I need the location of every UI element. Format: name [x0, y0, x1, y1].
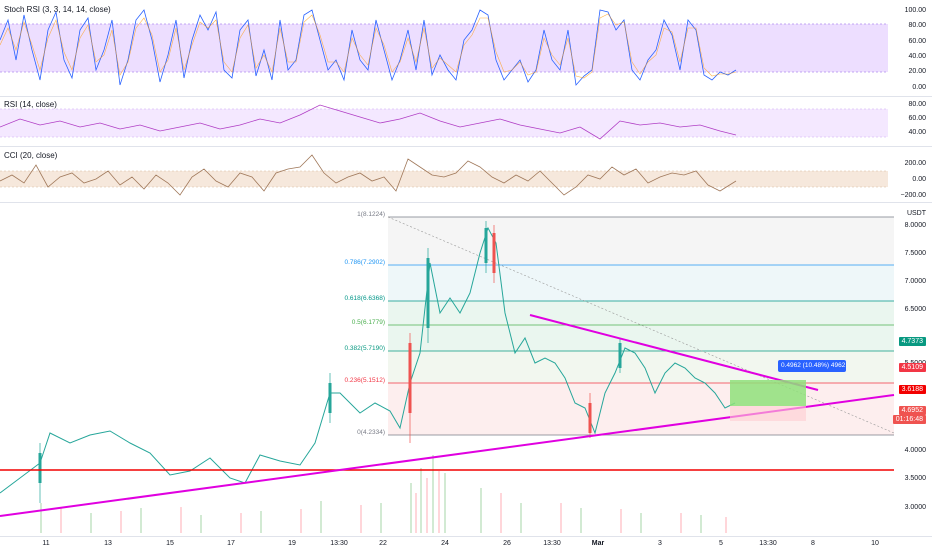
projection-label: 0.4962 (10.48%) 4962 [781, 362, 846, 369]
cci-tick-0: 200.00 [904, 160, 926, 167]
x-tick-17: 17 [227, 540, 235, 547]
price-tick-8: 8.0000 [904, 222, 926, 229]
rsi-label: RSI (14, close) [4, 100, 57, 109]
price-tag-green: 4.7373 [898, 337, 926, 346]
price-tick-35: 3.5000 [904, 475, 926, 482]
price-tick-4: 4.0000 [904, 447, 926, 454]
x-tick-1330c: 13:30 [759, 540, 777, 547]
price-tag-red-1: 4.5109 [898, 363, 926, 372]
currency-label: USDT [906, 210, 926, 217]
price-tick-3: 3.0000 [904, 504, 926, 511]
fib-level-1: 1(8.1224) [357, 211, 385, 218]
rsi-chart [0, 104, 888, 140]
rsi-pane[interactable]: RSI (14, close) 80.00 60.00 40.00 [0, 97, 932, 146]
x-tick-1330a: 13:30 [330, 540, 348, 547]
price-tick-75: 7.5000 [904, 250, 926, 257]
fib-level-0: 0(4.2334) [357, 429, 385, 436]
stoch-tick-1: 80.00 [908, 22, 926, 29]
x-tick-11: 11 [42, 540, 50, 547]
fib-level-0382: 0.382(5.7190) [344, 345, 385, 352]
price-tick-65: 6.5000 [904, 306, 926, 313]
fib-level-05: 0.5(6.1779) [351, 319, 385, 326]
stoch-tick-2: 60.00 [908, 38, 926, 45]
x-tick-8: 8 [811, 540, 815, 547]
x-tick-22: 22 [379, 540, 387, 547]
price-chart [0, 216, 895, 533]
rsi-tick-0: 80.00 [908, 101, 926, 108]
pane-divider[interactable] [0, 96, 932, 97]
x-tick-mar: Mar [591, 540, 605, 547]
cci-label: CCI (20, close) [4, 151, 58, 160]
fib-level-0236: 0.236(5.1512) [344, 377, 385, 384]
pane-divider[interactable] [0, 146, 932, 147]
stoch-tick-4: 20.00 [908, 68, 926, 75]
x-tick-24: 24 [441, 540, 449, 547]
stoch-rsi-label: Stoch RSI (3, 3, 14, 14, close) [4, 5, 111, 14]
pane-divider[interactable] [0, 202, 932, 203]
x-tick-1330b: 13:30 [543, 540, 561, 547]
stoch-tick-3: 40.00 [908, 53, 926, 60]
price-tag-red-2: 3.6188 [898, 385, 926, 394]
price-tag-last: 4.6952 [898, 406, 926, 415]
x-tick-3: 3 [658, 540, 662, 547]
cci-tick-1: 0.00 [912, 176, 926, 183]
cci-chart [0, 154, 888, 196]
price-countdown: 01:16:48 [892, 415, 926, 424]
x-tick-15: 15 [166, 540, 174, 547]
stoch-rsi-pane[interactable]: Stoch RSI (3, 3, 14, 14, close) 100.00 8… [0, 0, 932, 96]
x-tick-10: 10 [871, 540, 879, 547]
time-axis[interactable] [0, 536, 932, 551]
stoch-tick-0: 100.00 [904, 7, 926, 14]
price-tick-7: 7.0000 [904, 278, 926, 285]
fib-level-0786: 0.786(7.2902) [344, 259, 385, 266]
x-tick-13: 13 [104, 540, 112, 547]
cci-pane[interactable]: CCI (20, close) 200.00 0.00 −200.00 [0, 147, 932, 202]
stoch-rsi-chart [0, 9, 888, 86]
x-tick-19: 19 [288, 540, 296, 547]
fib-level-0618: 0.618(6.6368) [344, 295, 385, 302]
stoch-tick-5: 0.00 [912, 84, 926, 91]
rsi-tick-1: 60.00 [908, 115, 926, 122]
price-pane[interactable]: 0.4962 (10.48%) 4962 1(8.1224) 0.786(7.2… [0, 203, 932, 536]
x-tick-5: 5 [719, 540, 723, 547]
x-tick-26: 26 [503, 540, 511, 547]
rsi-tick-2: 40.00 [908, 129, 926, 136]
cci-tick-2: −200.00 [900, 192, 927, 199]
